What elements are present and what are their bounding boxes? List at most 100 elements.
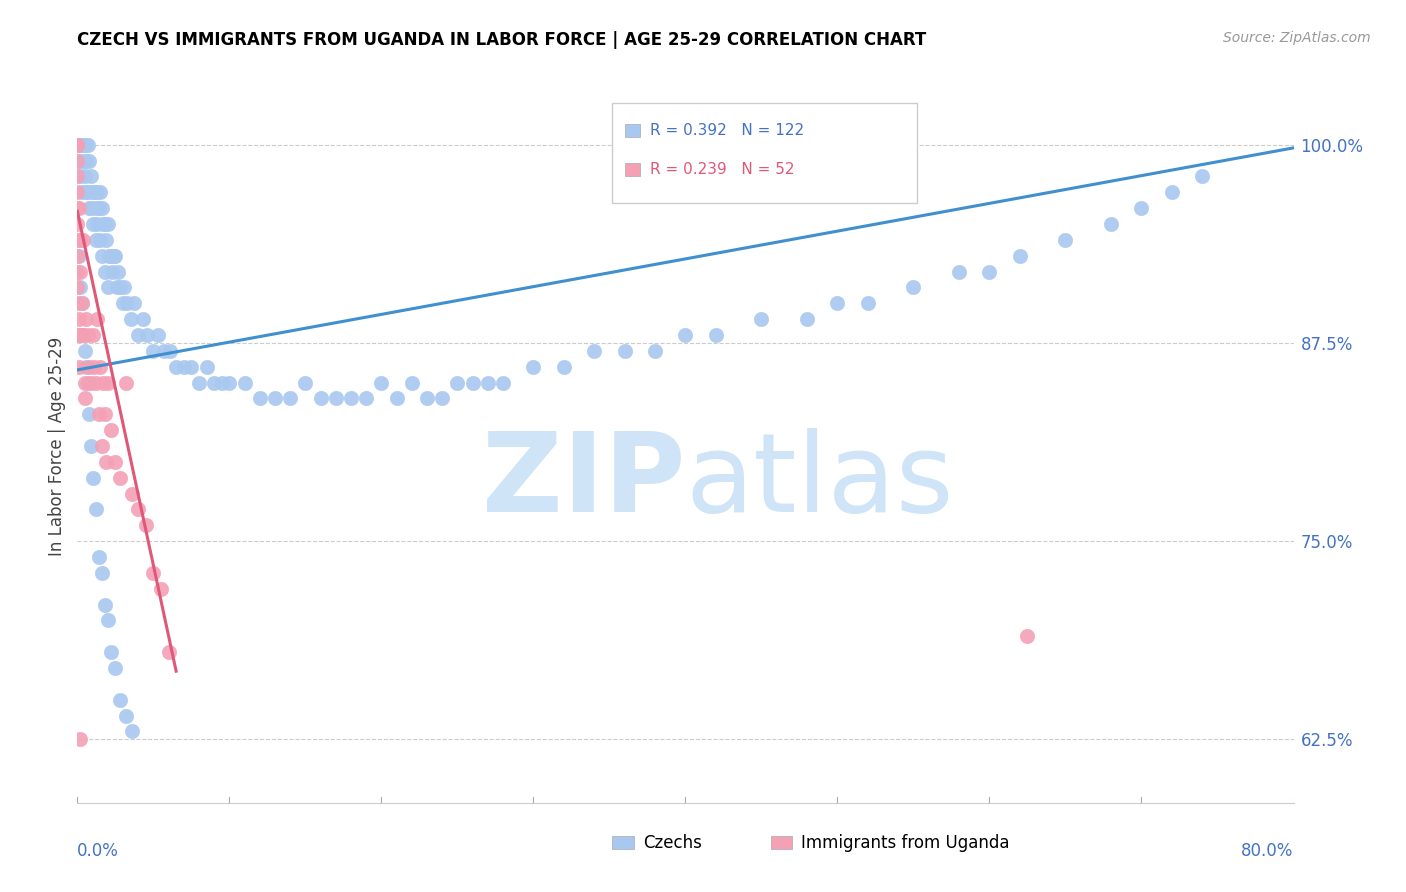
Point [385, 392, 408, 406]
Point [159, 343, 181, 358]
Point [121, 486, 143, 500]
Point [73, 392, 96, 406]
Point [1191, 169, 1213, 184]
Point [83, 359, 105, 374]
Point [89, 359, 111, 374]
Point [104, 455, 127, 469]
Point [211, 376, 233, 390]
Point [100, 645, 122, 659]
Point [90, 566, 112, 580]
Point [75, 186, 97, 200]
Point [87, 407, 110, 421]
Text: CZECH VS IMMIGRANTS FROM UGANDA IN LABOR FORCE | AGE 25-29 CORRELATION CHART: CZECH VS IMMIGRANTS FROM UGANDA IN LABOR… [77, 31, 927, 49]
Point [1099, 217, 1122, 231]
Point [149, 582, 172, 596]
Point [856, 296, 879, 310]
Point [522, 359, 544, 374]
Point [136, 328, 159, 343]
Point [66, 153, 89, 168]
Point [70, 296, 93, 310]
Point [70, 186, 93, 200]
Point [91, 376, 114, 390]
Point [325, 392, 347, 406]
Point [91, 217, 114, 231]
Point [75, 312, 97, 326]
Point [70, 296, 93, 310]
Y-axis label: In Labor Force | Age 25-29: In Labor Force | Age 25-29 [48, 336, 66, 556]
Point [142, 343, 165, 358]
Point [87, 201, 110, 215]
Point [86, 217, 108, 231]
Point [340, 392, 363, 406]
Point [354, 392, 377, 406]
Point [120, 312, 142, 326]
Point [173, 359, 195, 374]
Point [131, 312, 153, 326]
Point [69, 280, 91, 294]
Point [108, 692, 131, 706]
Point [613, 343, 636, 358]
Point [67, 201, 90, 215]
Point [72, 233, 94, 247]
Point [73, 137, 96, 152]
Point [97, 280, 120, 294]
Point [127, 502, 149, 516]
Point [1054, 233, 1077, 247]
Point [146, 328, 169, 343]
Point [1130, 201, 1153, 215]
Point [67, 312, 90, 326]
Point [114, 280, 136, 294]
Point [67, 137, 90, 152]
Point [79, 407, 101, 421]
Point [157, 645, 180, 659]
Point [70, 137, 93, 152]
Point [583, 343, 606, 358]
Point [90, 201, 112, 215]
Point [77, 328, 100, 343]
Point [401, 376, 423, 390]
Point [278, 392, 301, 406]
Point [80, 376, 103, 390]
Bar [770, 837, 793, 849]
Text: 0.0%: 0.0% [77, 842, 120, 860]
Point [72, 328, 94, 343]
Point [73, 376, 96, 390]
Point [233, 376, 256, 390]
Point [104, 249, 127, 263]
Point [644, 343, 666, 358]
Point [73, 343, 96, 358]
Point [79, 153, 101, 168]
Point [82, 471, 104, 485]
Point [69, 328, 91, 343]
Text: 80.0%: 80.0% [1241, 842, 1294, 860]
Point [96, 455, 118, 469]
Point [309, 392, 332, 406]
Point [67, 137, 90, 152]
Point [1161, 186, 1184, 200]
Point [90, 439, 112, 453]
Point [79, 359, 101, 374]
Point [66, 280, 89, 294]
Point [97, 217, 120, 231]
Point [84, 376, 107, 390]
Point [66, 264, 89, 278]
Point [103, 249, 125, 263]
Point [90, 249, 112, 263]
Text: R = 0.239   N = 52: R = 0.239 N = 52 [650, 161, 794, 177]
Point [553, 359, 575, 374]
Point [1017, 629, 1039, 643]
Point [180, 359, 202, 374]
Bar [624, 124, 640, 137]
Point [66, 186, 89, 200]
Point [66, 137, 89, 152]
Point [96, 233, 118, 247]
Point [249, 392, 271, 406]
Point [69, 732, 91, 747]
Point [97, 614, 120, 628]
Bar [613, 837, 634, 849]
Point [127, 328, 149, 343]
Point [903, 280, 925, 294]
Point [796, 312, 818, 326]
Point [218, 376, 240, 390]
Text: R = 0.392   N = 122: R = 0.392 N = 122 [650, 123, 804, 138]
